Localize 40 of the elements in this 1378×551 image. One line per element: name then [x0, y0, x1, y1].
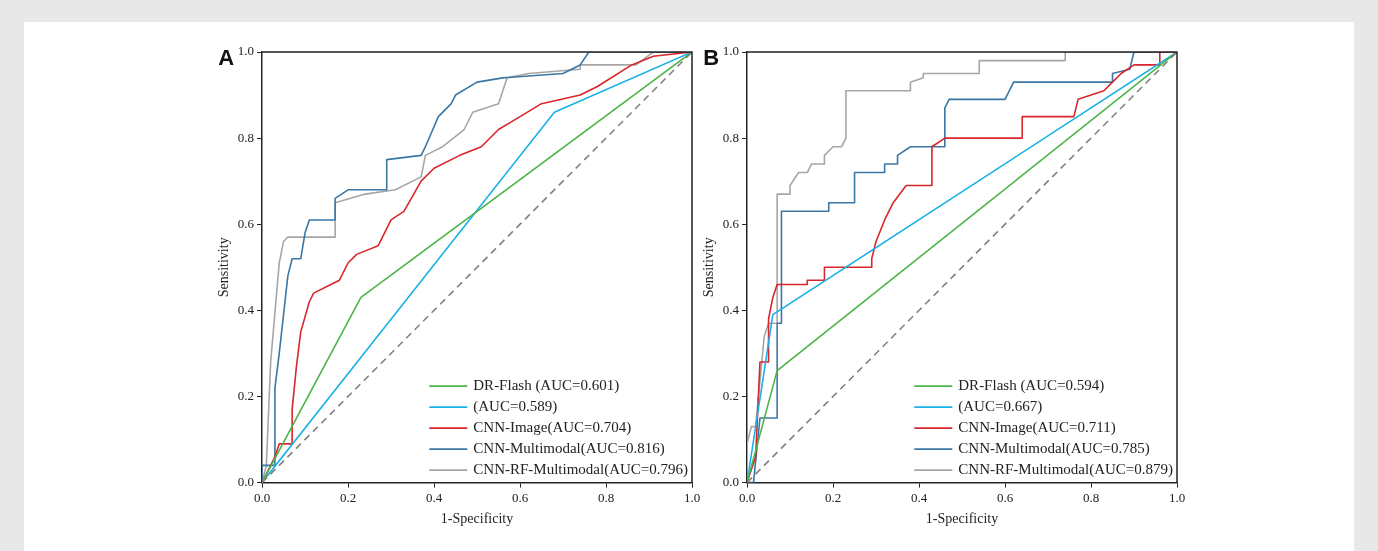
x-tick-label: 0.0 — [253, 489, 271, 505]
legend-label: DR-Flash (AUC=0.594) — [958, 377, 1105, 395]
x-axis-title: 1-Specificity — [925, 511, 999, 527]
legend-label: CNN-Image(AUC=0.711) — [958, 419, 1116, 437]
chart-title: A — [218, 45, 235, 71]
x-tick-label: 0.6 — [511, 489, 529, 505]
chart-title: B — [703, 45, 720, 71]
y-tick-label: 0.0 — [722, 474, 740, 490]
x-tick-label: 0.8 — [597, 489, 615, 505]
y-tick-label: 0.0 — [237, 474, 255, 490]
legend-label: CNN-Image(AUC=0.704) — [473, 419, 632, 437]
y-axis-title: Sensitivity — [701, 237, 717, 298]
y-tick-label: 1.0 — [722, 43, 740, 59]
y-axis-title: Sensitivity — [216, 237, 232, 298]
legend-label: (AUC=0.667) — [958, 398, 1043, 416]
x-tick-label: 0.4 — [425, 489, 443, 505]
x-tick-label: 0.4 — [910, 489, 928, 505]
y-tick-label: 0.8 — [722, 129, 740, 145]
legend-label: CNN-RF-Multimodal(AUC=0.879) — [958, 461, 1174, 479]
x-tick-label: 0.2 — [339, 489, 357, 505]
y-tick-label: 0.8 — [237, 129, 255, 145]
x-tick-label: 0.2 — [824, 489, 842, 505]
x-tick-label: 0.8 — [1082, 489, 1100, 505]
x-tick-label: 1.0 — [683, 489, 701, 505]
legend-label: CNN-RF-Multimodal(AUC=0.796) — [473, 461, 689, 479]
x-tick-label: 0.0 — [738, 489, 756, 505]
x-axis-title: 1-Specificity — [440, 511, 514, 527]
y-tick-label: 0.4 — [237, 301, 255, 317]
y-tick-label: 1.0 — [237, 43, 255, 59]
y-tick-label: 0.6 — [237, 215, 255, 231]
y-tick-label: 0.2 — [722, 387, 740, 403]
legend-label: CNN-Multimodal(AUC=0.816) — [473, 440, 665, 458]
x-tick-label: 1.0 — [1168, 489, 1186, 505]
legend-label: DR-Flash (AUC=0.601) — [473, 377, 620, 395]
legend-label: (AUC=0.589) — [473, 398, 558, 416]
y-tick-label: 0.2 — [237, 387, 255, 403]
y-tick-label: 0.4 — [722, 301, 740, 317]
legend-label: CNN-Multimodal(AUC=0.785) — [958, 440, 1150, 458]
x-tick-label: 0.6 — [996, 489, 1014, 505]
y-tick-label: 0.6 — [722, 215, 740, 231]
